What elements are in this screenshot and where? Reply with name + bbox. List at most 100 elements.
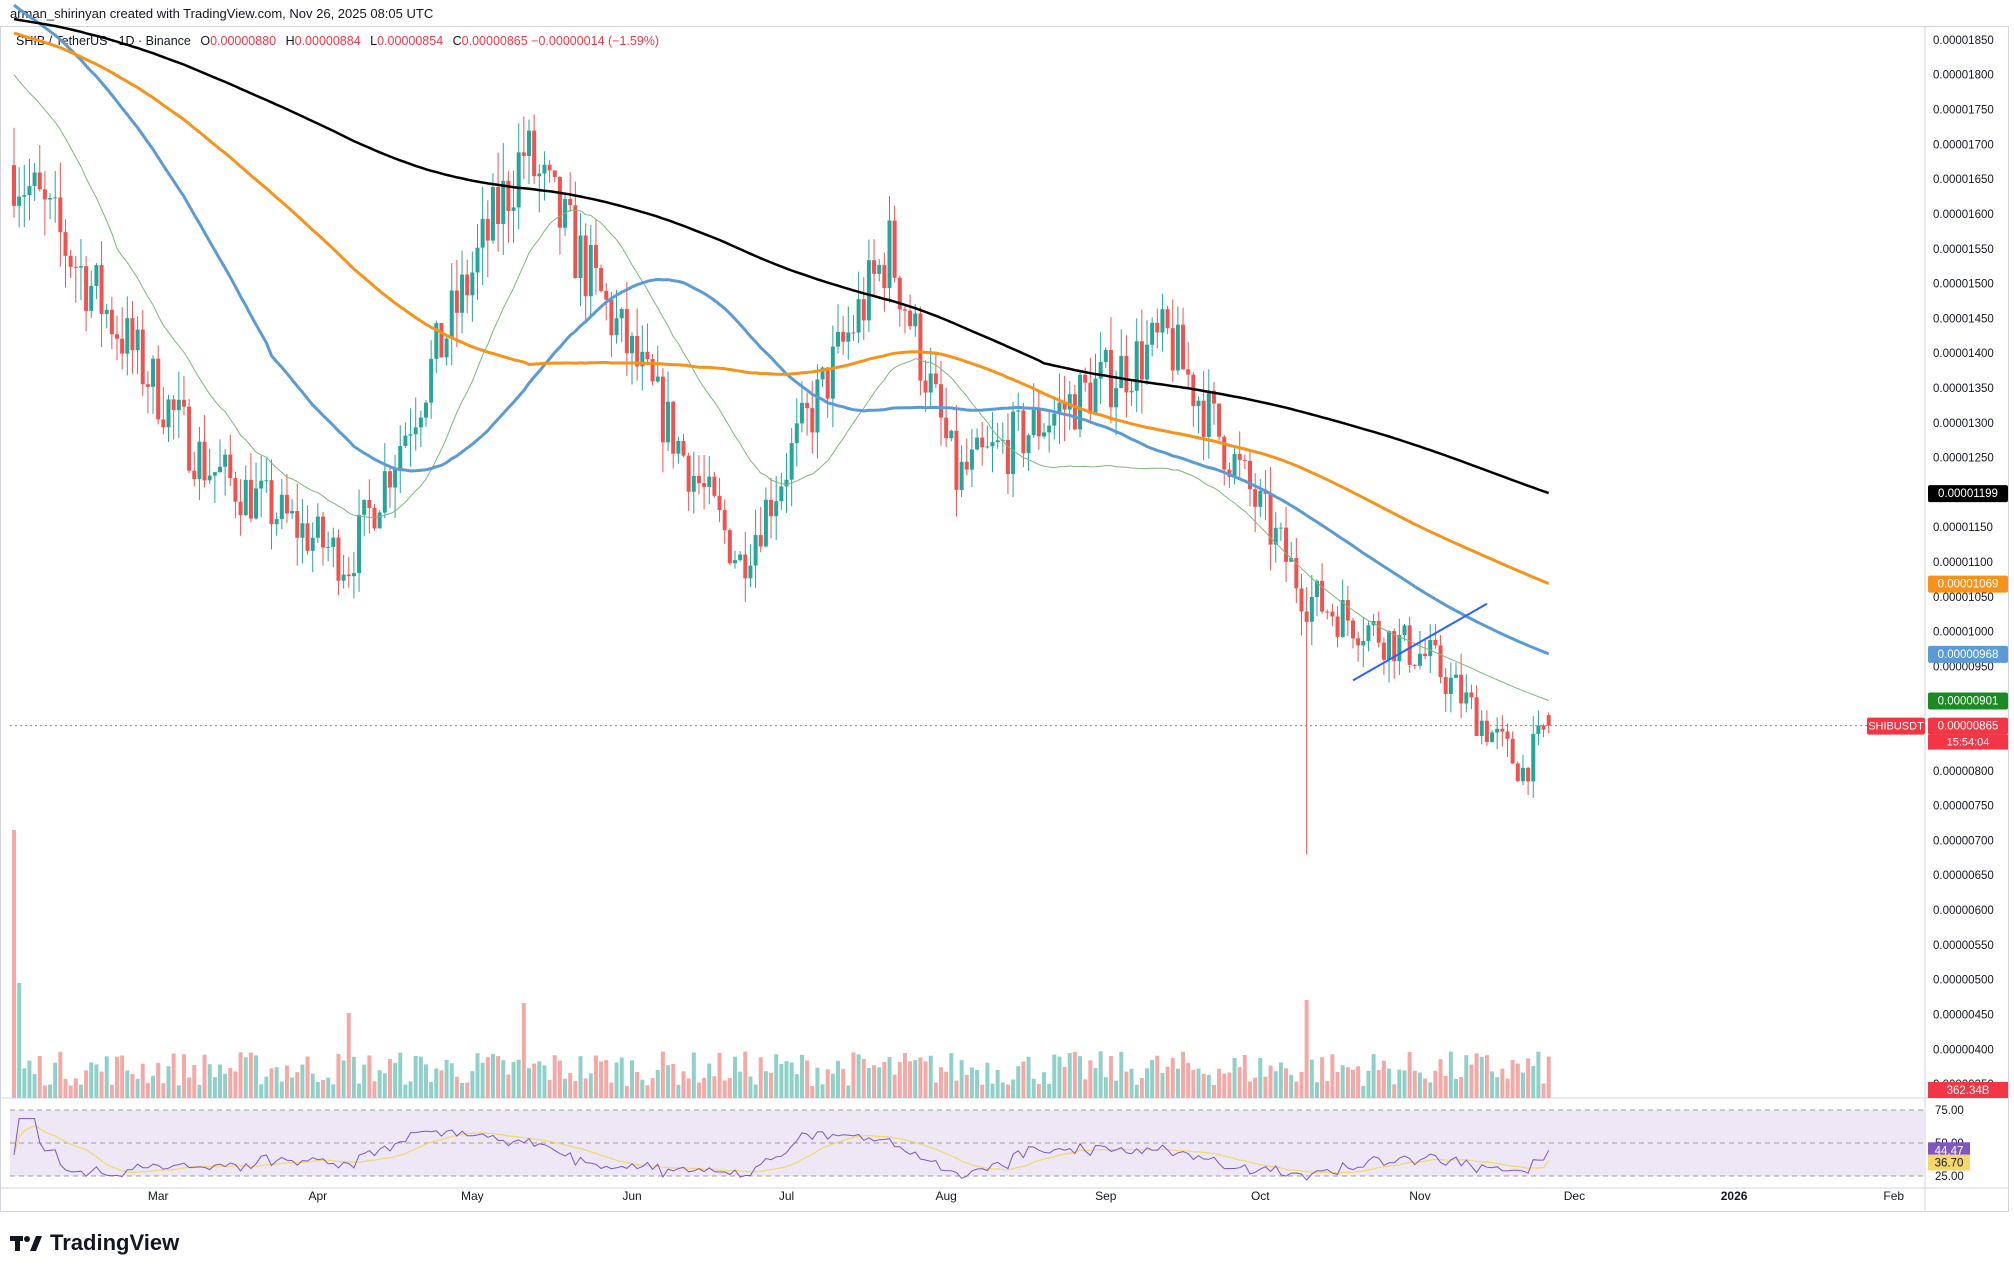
volume-bar bbox=[300, 1064, 305, 1098]
volume-bar bbox=[861, 1058, 866, 1098]
candle-body bbox=[315, 516, 320, 538]
volume-bar bbox=[1160, 1072, 1165, 1098]
time-tick-label: 2026 bbox=[1721, 1189, 1748, 1203]
candle-body bbox=[995, 440, 1000, 443]
volume-bar bbox=[604, 1060, 609, 1098]
volume-bar bbox=[619, 1057, 624, 1098]
volume-bar bbox=[635, 1071, 640, 1098]
candle-body bbox=[161, 419, 166, 428]
candle-body bbox=[1047, 425, 1052, 433]
volume-bar bbox=[151, 1075, 156, 1098]
price-label-badge bbox=[1928, 692, 2008, 710]
candle-body bbox=[892, 220, 897, 278]
volume-bar bbox=[1036, 1084, 1041, 1098]
candle-body bbox=[1520, 767, 1525, 782]
volume-bar bbox=[825, 1069, 830, 1098]
volume-bar bbox=[1052, 1054, 1057, 1098]
candle-body bbox=[238, 501, 243, 516]
volume-bar bbox=[892, 1074, 897, 1098]
candle-body bbox=[841, 331, 846, 342]
candle-body bbox=[1387, 631, 1392, 660]
candle-body bbox=[1289, 557, 1294, 562]
volume-bar bbox=[192, 1064, 197, 1098]
candle-body bbox=[336, 537, 341, 581]
time-tick-label: Jun bbox=[622, 1189, 641, 1203]
candle-body bbox=[1139, 341, 1144, 380]
candle-body bbox=[1119, 355, 1124, 389]
price-tick-label: 0.00001300 bbox=[1933, 418, 1994, 430]
rsi-ma-value: 36.70 bbox=[1935, 1158, 1964, 1170]
volume-bar bbox=[1387, 1068, 1392, 1098]
candle-body bbox=[748, 565, 753, 579]
candle-body bbox=[666, 401, 671, 443]
volume-bar bbox=[290, 1077, 295, 1098]
candle-body bbox=[1320, 580, 1325, 612]
tradingview-logo[interactable]: TradingView bbox=[10, 1230, 179, 1256]
candle-body bbox=[527, 130, 531, 156]
volume-bar bbox=[1536, 1051, 1541, 1098]
volume-bar bbox=[949, 1053, 954, 1098]
candle-body bbox=[1361, 640, 1366, 646]
volume-bar bbox=[1490, 1071, 1495, 1098]
candle-body bbox=[552, 170, 557, 178]
volume-bar bbox=[161, 1083, 166, 1098]
candle-body bbox=[1170, 328, 1175, 371]
candle-body bbox=[444, 338, 449, 358]
candle-body bbox=[1515, 763, 1520, 782]
candle-body bbox=[769, 499, 774, 517]
volume-bar bbox=[671, 1063, 676, 1098]
volume-bar bbox=[908, 1061, 913, 1098]
volume-bar bbox=[1392, 1084, 1397, 1098]
volume-bar bbox=[434, 1068, 439, 1098]
candle-body bbox=[223, 454, 228, 467]
volume-bar bbox=[702, 1077, 707, 1098]
price-tick-label: 0.00001650 bbox=[1933, 174, 1994, 186]
time-tick-label: Aug bbox=[935, 1189, 956, 1203]
candle-body bbox=[22, 195, 27, 197]
volume-bar bbox=[1119, 1051, 1124, 1098]
volume-bar bbox=[1263, 1076, 1268, 1098]
candle-body bbox=[243, 479, 248, 516]
candle-body bbox=[202, 441, 207, 481]
candle-body bbox=[599, 268, 604, 291]
candle-body bbox=[1495, 728, 1500, 733]
candle-body bbox=[151, 358, 156, 387]
candle-body bbox=[156, 358, 161, 420]
volume-bar bbox=[485, 1057, 490, 1098]
volume-bar bbox=[527, 1068, 531, 1098]
volume-bar bbox=[1088, 1060, 1093, 1098]
volume-bar bbox=[1361, 1085, 1366, 1098]
volume-bar bbox=[212, 1077, 217, 1098]
volume-bar bbox=[1258, 1057, 1263, 1098]
volume-bar bbox=[913, 1060, 918, 1098]
volume-bar bbox=[568, 1072, 573, 1098]
candle-body bbox=[1160, 309, 1165, 333]
volume-bar bbox=[830, 1073, 835, 1098]
candle-body bbox=[454, 290, 459, 313]
rsi-value: 44.47 bbox=[1935, 1145, 1964, 1157]
candle-body bbox=[1454, 674, 1458, 678]
volume-bar bbox=[774, 1054, 779, 1098]
price-label-badge bbox=[1928, 485, 2008, 503]
volume-bar bbox=[521, 1003, 526, 1098]
volume-bar bbox=[686, 1078, 691, 1098]
candle-body bbox=[913, 313, 918, 327]
candle-body bbox=[1098, 361, 1103, 379]
candle-body bbox=[166, 399, 171, 428]
candle-body bbox=[1531, 733, 1536, 782]
candle-body bbox=[1464, 692, 1469, 704]
candle-body bbox=[1165, 309, 1170, 329]
candle-body bbox=[949, 430, 954, 439]
volume-bar bbox=[902, 1052, 907, 1098]
volume-bar bbox=[496, 1056, 501, 1098]
candle-body bbox=[449, 290, 454, 339]
volume-bar bbox=[259, 1084, 264, 1098]
volume-bar bbox=[305, 1056, 310, 1098]
symbol-tag-badge bbox=[1867, 717, 1925, 735]
volume-bar bbox=[1165, 1066, 1170, 1098]
volume-bar bbox=[1428, 1082, 1433, 1098]
volume-bar bbox=[1500, 1068, 1505, 1098]
volume-bar bbox=[254, 1055, 259, 1098]
candle-body bbox=[1181, 324, 1186, 370]
